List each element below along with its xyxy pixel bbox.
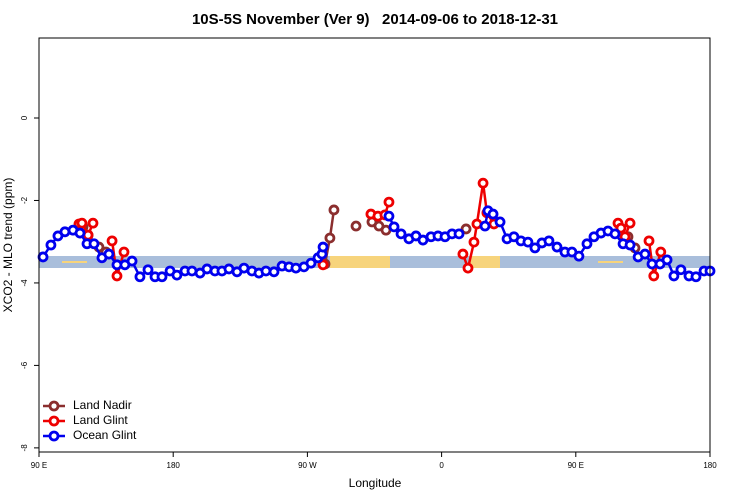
y-tick-label: 0 — [20, 115, 29, 120]
data-point — [350, 220, 362, 232]
map-strip — [39, 256, 710, 268]
plot-marks — [37, 177, 716, 283]
data-point — [624, 217, 636, 229]
data-point — [457, 248, 469, 260]
data-point — [648, 270, 660, 282]
data-point — [615, 222, 627, 234]
x-tick-label: 180 — [167, 461, 181, 470]
data-point — [675, 264, 687, 276]
data-point — [317, 241, 329, 253]
y-tick-label: -8 — [20, 444, 29, 452]
data-point — [74, 227, 86, 239]
chart-title: 10S-5S November (Ver 9) 2014-09-06 to 20… — [192, 11, 558, 28]
data-point — [655, 246, 667, 258]
data-point — [45, 239, 57, 251]
x-axis-label: Longitude — [349, 476, 402, 490]
data-point — [573, 250, 585, 262]
y-tick-label: -4 — [20, 279, 29, 287]
land-strip — [598, 261, 623, 263]
data-point — [37, 251, 49, 263]
data-point — [661, 254, 673, 266]
data-point — [111, 270, 123, 282]
data-point — [690, 271, 702, 283]
data-point — [639, 248, 651, 260]
data-point — [551, 241, 563, 253]
data-point — [487, 208, 499, 220]
x-tick-label: 90 W — [298, 461, 317, 470]
data-point — [581, 238, 593, 250]
data-point — [453, 228, 465, 240]
x-tick-label: 90 E — [568, 461, 584, 470]
data-point — [522, 236, 534, 248]
y-axis-label: XCO2 - MLO trend (ppm) — [1, 178, 15, 313]
data-point — [126, 255, 138, 267]
data-point — [609, 228, 621, 240]
data-point — [142, 264, 154, 276]
data-point — [88, 238, 100, 250]
legend-marker — [48, 400, 60, 412]
data-point — [643, 235, 655, 247]
data-point — [395, 228, 407, 240]
data-point — [388, 221, 400, 233]
x-tick-label: 90 E — [31, 461, 47, 470]
data-point — [268, 266, 280, 278]
data-point — [529, 242, 541, 254]
data-point — [383, 196, 395, 208]
data-point — [462, 262, 474, 274]
data-point — [383, 210, 395, 222]
legend-label: Land Nadir — [73, 398, 132, 412]
plot-frame — [38, 37, 711, 453]
data-point — [317, 259, 329, 271]
data-point — [543, 235, 555, 247]
x-tick-label: 0 — [439, 461, 444, 470]
data-point — [76, 217, 88, 229]
legend-label: Land Glint — [73, 413, 128, 427]
data-point — [305, 257, 317, 269]
data-point — [624, 239, 636, 251]
data-point — [328, 204, 340, 216]
data-point — [87, 217, 99, 229]
data-point — [668, 270, 680, 282]
data-point — [134, 271, 146, 283]
data-point — [460, 223, 472, 235]
land-strip — [62, 261, 87, 263]
data-point — [103, 248, 115, 260]
data-point — [479, 220, 491, 232]
data-point — [106, 235, 118, 247]
data-point — [324, 232, 336, 244]
y-tick-label: -6 — [20, 361, 29, 369]
legend-label: Ocean Glint — [73, 428, 137, 442]
legend-marker — [48, 430, 60, 442]
land-strip — [470, 256, 500, 268]
legend-marker — [48, 415, 60, 427]
data-point — [468, 236, 480, 248]
data-point — [477, 177, 489, 189]
y-tick-label: -2 — [20, 196, 29, 204]
data-point — [156, 271, 168, 283]
data-point — [118, 246, 130, 258]
land-strip — [330, 256, 390, 268]
data-point — [171, 269, 183, 281]
x-tick-label: 180 — [703, 461, 717, 470]
data-point — [494, 216, 506, 228]
